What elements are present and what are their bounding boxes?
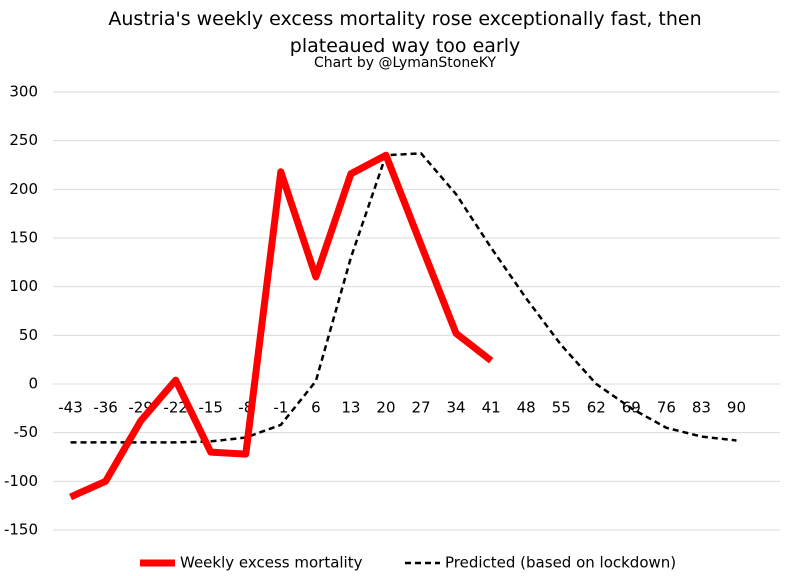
chart-title: Austria's weekly excess mortality rose e… [108, 8, 702, 57]
y-tick-label: 100 [9, 277, 38, 295]
x-tick-label: 13 [341, 399, 360, 417]
legend-label: Predicted (based on lockdown) [445, 554, 676, 572]
x-tick-label: 34 [447, 399, 466, 417]
x-tick-label: -22 [163, 399, 188, 417]
x-tick-label: 62 [587, 399, 606, 417]
x-tick-label: 41 [482, 399, 501, 417]
x-tick-label: 76 [657, 399, 676, 417]
y-tick-label: -100 [4, 472, 38, 490]
x-tick-label: 55 [552, 399, 571, 417]
y-tick-label: 150 [9, 229, 38, 247]
x-tick-label: -15 [198, 399, 223, 417]
y-tick-label: 300 [9, 83, 38, 101]
series-line [69, 151, 494, 501]
x-tick-label: -36 [93, 399, 118, 417]
x-tick-label: 90 [727, 399, 746, 417]
y-tick-label: 200 [9, 180, 38, 198]
x-tick-label: 20 [376, 399, 395, 417]
y-tick-label: 250 [9, 131, 38, 149]
x-tick-label: -1 [273, 399, 288, 417]
chart-subtitle: Chart by @LymanStoneKY [314, 55, 497, 71]
x-tick-label: 6 [311, 399, 321, 417]
y-tick-label: -150 [4, 521, 38, 539]
legend-label: Weekly excess mortality [180, 554, 363, 572]
x-tick-label: 48 [517, 399, 536, 417]
y-tick-label: 0 [28, 375, 38, 393]
x-tick-label: -43 [58, 399, 83, 417]
x-tick-label: 83 [692, 399, 711, 417]
x-tick-label: 27 [411, 399, 430, 417]
y-tick-label: -50 [14, 423, 39, 441]
series-line [70, 152, 737, 444]
y-tick-label: 50 [19, 326, 38, 344]
